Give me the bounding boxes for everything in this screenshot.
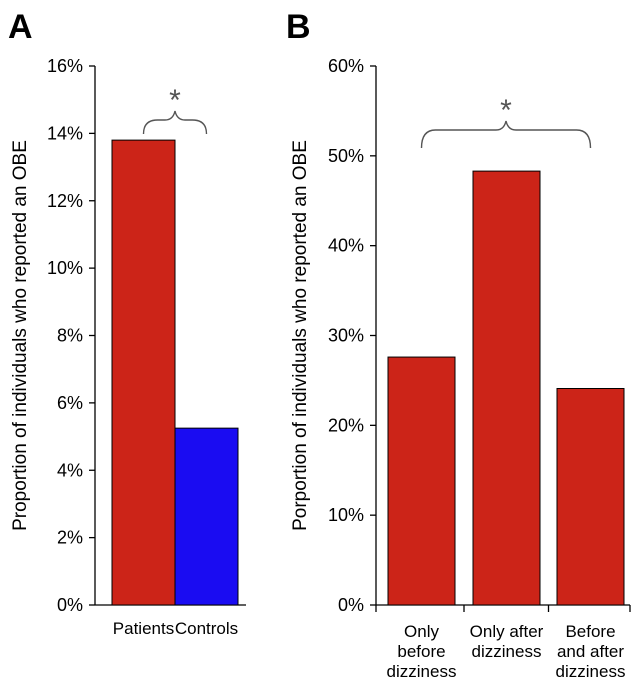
y-tick-label: 40% xyxy=(328,236,364,256)
y-tick-label: 4% xyxy=(57,460,83,480)
significance-star: * xyxy=(169,84,181,117)
category-label: Patients xyxy=(113,619,174,638)
y-tick-label: 16% xyxy=(47,56,83,76)
y-tick-label: 8% xyxy=(57,326,83,346)
category-label-line: Only xyxy=(404,622,439,641)
category-label-line: Only after xyxy=(470,622,544,641)
bar-0-1 xyxy=(174,427,239,606)
category-label-line: dizziness xyxy=(387,662,457,681)
significance-bracket xyxy=(142,110,208,135)
y-tick-label: 0% xyxy=(57,595,83,615)
y-tick-label: 2% xyxy=(57,528,83,548)
bar-1-1 xyxy=(472,170,541,606)
y-tick-label: 0% xyxy=(338,595,364,615)
y-tick-label: 14% xyxy=(47,123,83,143)
category-label-line: Before xyxy=(565,622,615,641)
category-label-line: and after xyxy=(557,642,624,661)
panel-b-chart: 0%10%20%30%40%50%60%Only before dizzinessO… xyxy=(290,56,631,681)
category-label: Only before dizziness xyxy=(387,622,457,681)
category-label: Only after dizziness xyxy=(470,622,544,661)
y-tick-label: 12% xyxy=(47,191,83,211)
panel-a-chart: 0% 2% 4% 6% 8% 10% 12% 14% 16% Patients Controls Pr… xyxy=(10,56,246,638)
category-label: Controls xyxy=(175,619,238,638)
category-label: Before and after dizziness xyxy=(556,622,626,681)
y-tick-label: 10% xyxy=(328,505,364,525)
panel-b-letter: B xyxy=(286,8,311,46)
y-tick-label: 10% xyxy=(47,258,83,278)
bar-1-2 xyxy=(556,388,625,606)
y-tick-label: 6% xyxy=(57,393,83,413)
category-label-line: Controls xyxy=(175,619,238,638)
panel-a-letter: A xyxy=(8,8,33,46)
significance-star: * xyxy=(500,94,512,127)
category-label-line: dizziness xyxy=(472,642,542,661)
category-label-line: Patients xyxy=(113,619,174,638)
category-label-line: before xyxy=(397,642,445,661)
y-tick-label: 60% xyxy=(328,56,364,76)
y-axis-title: Proportion of individuals who reported a… xyxy=(10,140,31,531)
category-label-line: dizziness xyxy=(556,662,626,681)
significance-bracket xyxy=(420,120,592,149)
y-tick-label: 50% xyxy=(328,146,364,166)
y-tick-label: 30% xyxy=(328,326,364,346)
y-axis-title: Porportion of individuals who reported a… xyxy=(290,140,311,531)
bar-0-0 xyxy=(111,139,176,606)
y-tick-label: 20% xyxy=(328,415,364,435)
bar-1-0 xyxy=(387,356,456,606)
